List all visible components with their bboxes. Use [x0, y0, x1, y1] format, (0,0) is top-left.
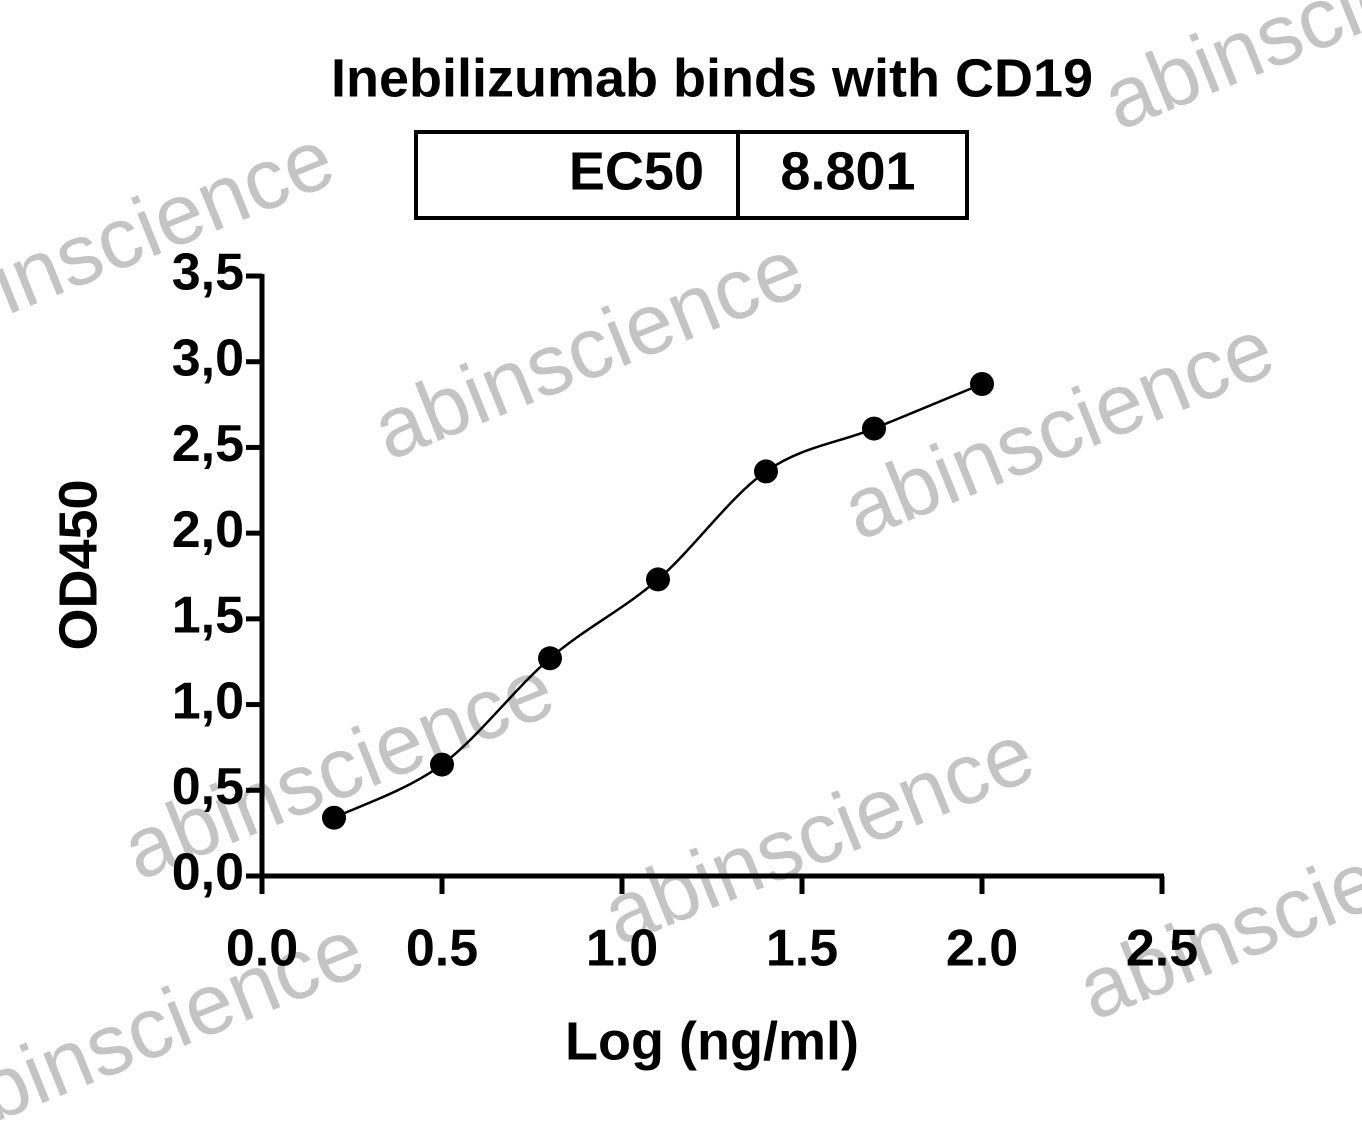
- x-tick-label: 0.0: [226, 920, 298, 978]
- y-tick-label: 1,0: [172, 672, 244, 730]
- x-tick-label: 1.0: [586, 920, 658, 978]
- data-point: [430, 752, 454, 777]
- data-point: [754, 459, 778, 484]
- watermark: abinscience: [830, 300, 1287, 559]
- watermark: abinscience: [0, 900, 377, 1125]
- x-tick-label: 2.5: [1126, 920, 1198, 978]
- data-point: [322, 805, 346, 830]
- x-tick-label: 1.5: [766, 920, 838, 978]
- table-border: [414, 130, 969, 220]
- x-axis-label: Log (ng/ml): [565, 1011, 859, 1071]
- x-tick-label: 0.5: [406, 920, 478, 978]
- chart-title: Inebilizumab binds with CD19: [331, 48, 1093, 108]
- x-tick-label: 2.0: [946, 920, 1018, 978]
- y-tick-label: 1,5: [172, 587, 244, 645]
- y-tick-label: 2,0: [172, 501, 244, 559]
- data-point: [538, 646, 562, 671]
- data-point: [646, 567, 670, 592]
- y-tick-label: 3,0: [172, 329, 244, 387]
- watermark: abinscience: [360, 220, 817, 479]
- data-point: [970, 372, 994, 396]
- watermark: abinscience: [1065, 780, 1362, 1039]
- watermark: abinscience: [1090, 0, 1362, 149]
- y-tick-label: 2,5: [172, 415, 244, 473]
- ec50-value: 8.801: [780, 141, 915, 201]
- y-tick-label: 0,0: [172, 844, 244, 902]
- data-point: [862, 416, 886, 441]
- y-axis-label: OD450: [48, 479, 108, 650]
- y-tick-label: 0,5: [172, 758, 244, 816]
- ec50-label: EC50: [569, 141, 704, 201]
- y-tick-label: 3,5: [172, 244, 244, 302]
- ec50-table: EC50 8.801: [414, 130, 969, 220]
